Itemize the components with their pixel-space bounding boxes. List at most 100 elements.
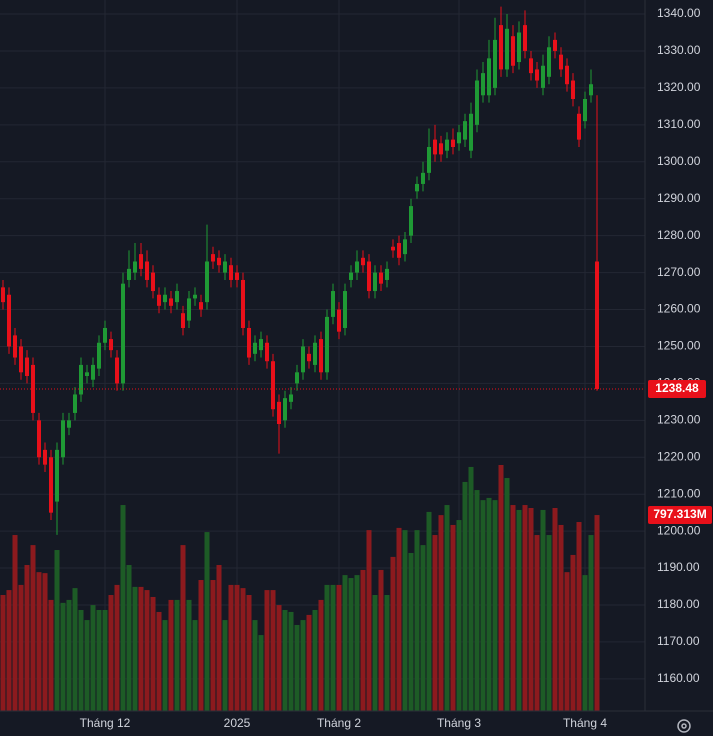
candle-body — [379, 272, 383, 284]
candle-body — [61, 420, 65, 458]
candle-body — [211, 254, 215, 262]
volume-bar — [300, 620, 306, 711]
y-tick-label: 1250.00 — [657, 339, 701, 353]
volume-bar — [336, 584, 342, 711]
candle-body — [463, 121, 467, 140]
candle-body — [409, 206, 413, 236]
candle-body — [481, 73, 485, 96]
candle-body — [37, 420, 41, 458]
gear[interactable] — [677, 719, 691, 733]
volume-bar — [12, 535, 18, 711]
candle-body — [403, 239, 407, 255]
candle-body — [265, 342, 269, 362]
candle-body — [451, 139, 455, 148]
volume-bar — [60, 602, 66, 711]
volume-bar — [354, 575, 360, 711]
volume-bar — [438, 515, 444, 711]
candle-body — [469, 113, 473, 151]
y-tick-label: 1330.00 — [657, 43, 701, 57]
volume-bar — [510, 505, 516, 711]
candle-body — [355, 261, 359, 273]
settings-icon[interactable] — [677, 719, 691, 733]
volume-bar — [96, 609, 102, 711]
volume-bar — [582, 575, 588, 711]
candle-body — [565, 65, 569, 85]
volume-bar — [54, 550, 60, 711]
candle-body — [19, 346, 23, 373]
last-volume-box — [648, 506, 712, 525]
y-tick-label: 1340.00 — [657, 6, 701, 20]
volume-bar — [252, 620, 258, 711]
volume-bar — [408, 552, 414, 711]
volume-bar — [234, 584, 240, 711]
candle-body — [223, 261, 227, 273]
candle-body — [415, 183, 419, 192]
candle-body — [241, 279, 245, 328]
x-tick-label: Tháng 4 — [563, 716, 607, 730]
candle-body — [43, 449, 47, 465]
candle-body — [67, 420, 71, 428]
candle-body — [373, 272, 377, 292]
candle-body — [319, 339, 323, 373]
candle-body — [169, 298, 173, 306]
x-tick-label: Tháng 2 — [317, 716, 361, 730]
volume-bar — [186, 599, 192, 711]
candle-body — [193, 294, 197, 299]
volume-bar — [210, 580, 216, 711]
candle-body — [253, 342, 257, 354]
candle-body — [277, 401, 281, 425]
candle-body — [529, 58, 533, 74]
candle-body — [115, 357, 119, 384]
axis-layer: 1160.00 1170.00 1180.00 1190.00 1200.00 1210.… — [0, 6, 712, 730]
candle-layer — [1, 6, 599, 535]
candle-body — [13, 335, 17, 358]
candle-body — [571, 80, 575, 99]
candle-body — [97, 342, 101, 369]
volume-bar — [90, 605, 96, 711]
volume-bar — [24, 565, 30, 711]
candle-body — [103, 327, 107, 343]
volume-bar — [426, 511, 432, 711]
volume-bar — [288, 611, 294, 711]
candle-body — [85, 372, 89, 376]
volume-bar — [348, 578, 354, 711]
volume-bar — [216, 565, 222, 711]
volume-bar — [564, 572, 570, 711]
candle-body — [313, 342, 317, 365]
volume-bar — [462, 481, 468, 711]
last-volume-label: 797.313M — [653, 507, 706, 521]
candle-body — [139, 254, 143, 269]
candle-body — [559, 54, 563, 70]
y-tick-label: 1160.00 — [657, 671, 700, 685]
volume-bar — [108, 594, 114, 711]
volume-bar — [486, 497, 492, 711]
candle-body — [427, 147, 431, 173]
volume-bar — [246, 594, 252, 711]
gear-hub[interactable] — [681, 723, 687, 729]
candle-body — [109, 339, 113, 351]
candle-body — [541, 65, 545, 88]
candle-body — [577, 113, 581, 140]
candle-body — [349, 272, 353, 280]
y-tick-label: 1300.00 — [657, 154, 701, 168]
volume-bar — [180, 545, 186, 711]
volume-bar — [84, 620, 90, 711]
candle-body — [307, 353, 311, 362]
candle-body — [121, 283, 125, 384]
volume-bar — [18, 584, 24, 711]
candle-body — [457, 132, 461, 144]
candle-body — [259, 339, 263, 351]
candle-body — [157, 294, 161, 306]
candle-body — [367, 261, 371, 292]
volume-bar — [372, 594, 378, 711]
volume-bar — [396, 527, 402, 711]
candle-body — [79, 364, 83, 395]
y-tick-label: 1260.00 — [657, 302, 701, 316]
volume-bar — [240, 588, 246, 711]
candle-body — [181, 313, 185, 328]
volume-bar — [324, 584, 330, 711]
y-tick-label: 1230.00 — [657, 412, 701, 426]
volume-bar — [414, 530, 420, 711]
candle-body — [445, 139, 449, 151]
